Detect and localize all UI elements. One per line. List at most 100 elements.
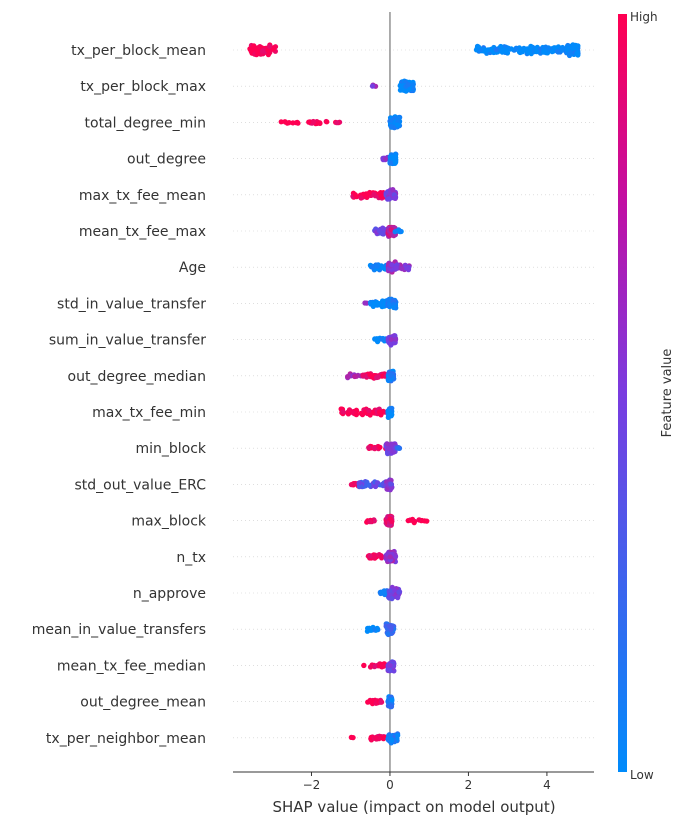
shap-point: [388, 160, 395, 166]
shap-point: [353, 412, 359, 418]
shap-point: [385, 297, 391, 303]
feature-labels: tx_per_block_mean tx_per_block_max total_d…: [32, 43, 207, 747]
shap-point: [286, 120, 292, 126]
shap-point: [559, 46, 565, 53]
data-points: [247, 42, 581, 746]
shap-point: [340, 409, 346, 415]
x-tick-label: 0: [386, 778, 394, 792]
shap-point: [389, 262, 395, 268]
shap-point: [271, 46, 277, 52]
shap-point: [390, 155, 396, 161]
feature-label: n_approve: [133, 586, 206, 602]
shap-point: [389, 737, 395, 744]
feature-label: sum_in_value_transfer: [49, 333, 206, 349]
feature-label: n_tx: [176, 550, 206, 566]
shap-point: [386, 733, 392, 739]
shap-point: [381, 336, 388, 342]
shap-point: [485, 47, 491, 53]
shap-point: [493, 47, 499, 53]
feature-label: mean_in_value_transfers: [32, 622, 206, 638]
shap-point: [317, 120, 323, 126]
shap-point: [324, 119, 330, 125]
feature-label: max_tx_fee_mean: [79, 188, 206, 204]
shap-point: [380, 231, 386, 237]
shap-point: [278, 119, 284, 125]
feature-label: std_in_value_transfer: [57, 296, 206, 312]
shap-point: [424, 518, 430, 524]
feature-label: min_block: [135, 441, 206, 457]
colorbar: High Low Feature value: [618, 10, 675, 782]
shap-point: [378, 699, 384, 705]
shap-point: [356, 480, 362, 486]
shap-point: [379, 373, 385, 379]
feature-label: mean_tx_fee_max: [79, 224, 206, 240]
shap-point: [371, 445, 377, 451]
colorbar-high-label: High: [630, 10, 658, 24]
feature-label: tx_per_block_mean: [71, 43, 206, 59]
colorbar-title: Feature value: [660, 349, 675, 438]
shap-point: [367, 698, 373, 704]
shap-point: [405, 82, 411, 88]
shap-point: [388, 481, 394, 487]
shap-point: [389, 518, 395, 524]
shap-point: [367, 553, 373, 559]
shap-point: [367, 664, 374, 670]
feature-label: out_degree: [127, 152, 206, 168]
shap-point: [374, 299, 380, 305]
shap-point: [387, 662, 393, 669]
shap-point: [549, 49, 555, 55]
shap-point: [367, 372, 373, 378]
shap-point: [265, 47, 271, 53]
shap-point: [371, 191, 377, 197]
colorbar-gradient: [618, 14, 627, 772]
shap-point: [366, 407, 372, 414]
feature-label: mean_tx_fee_median: [57, 658, 206, 674]
shap-point: [358, 195, 364, 201]
x-ticks: −2 0 2 4: [303, 772, 551, 792]
shap-point: [369, 264, 375, 270]
shap-point: [541, 49, 547, 55]
shap-point: [554, 48, 561, 55]
shap-point: [396, 589, 402, 595]
shap-point: [361, 662, 367, 668]
shap-point: [383, 156, 389, 162]
shap-point: [388, 227, 394, 233]
shap-point: [392, 195, 398, 201]
shap-point: [405, 266, 411, 272]
feature-label: std_out_value_ERC: [75, 477, 207, 493]
feature-label: tx_per_block_max: [80, 79, 206, 95]
colorbar-low-label: Low: [630, 768, 654, 782]
shap-point: [366, 445, 372, 451]
shap-point: [364, 628, 370, 634]
shap-point: [410, 82, 416, 88]
feature-label: total_degree_min: [85, 115, 206, 131]
shap-point: [348, 482, 354, 488]
shap-point: [475, 44, 482, 50]
shap-point: [528, 43, 534, 50]
shap-point: [376, 409, 383, 415]
shap-point: [375, 374, 381, 380]
shap-point: [386, 301, 392, 308]
x-axis-label: SHAP value (impact on model output): [272, 798, 555, 816]
shap-point: [395, 595, 401, 601]
shap-point: [366, 482, 372, 488]
shap-point: [394, 122, 400, 128]
shap-point: [373, 735, 379, 741]
shap-point: [367, 519, 373, 525]
shap-point: [416, 517, 422, 523]
shap-point: [388, 625, 394, 631]
shap-point: [352, 192, 358, 198]
shap-point: [388, 372, 394, 378]
shap-point: [386, 446, 392, 452]
shap-point: [388, 441, 394, 447]
shap-point: [374, 263, 380, 269]
shap-point: [564, 47, 570, 53]
row-gridlines: [233, 49, 594, 739]
shap-point: [267, 43, 273, 49]
shap-point: [377, 444, 383, 450]
shap-point: [387, 588, 393, 594]
shap-point: [411, 520, 417, 526]
shap-point: [352, 373, 358, 380]
shap-point: [386, 411, 392, 417]
shap-point: [392, 229, 398, 235]
